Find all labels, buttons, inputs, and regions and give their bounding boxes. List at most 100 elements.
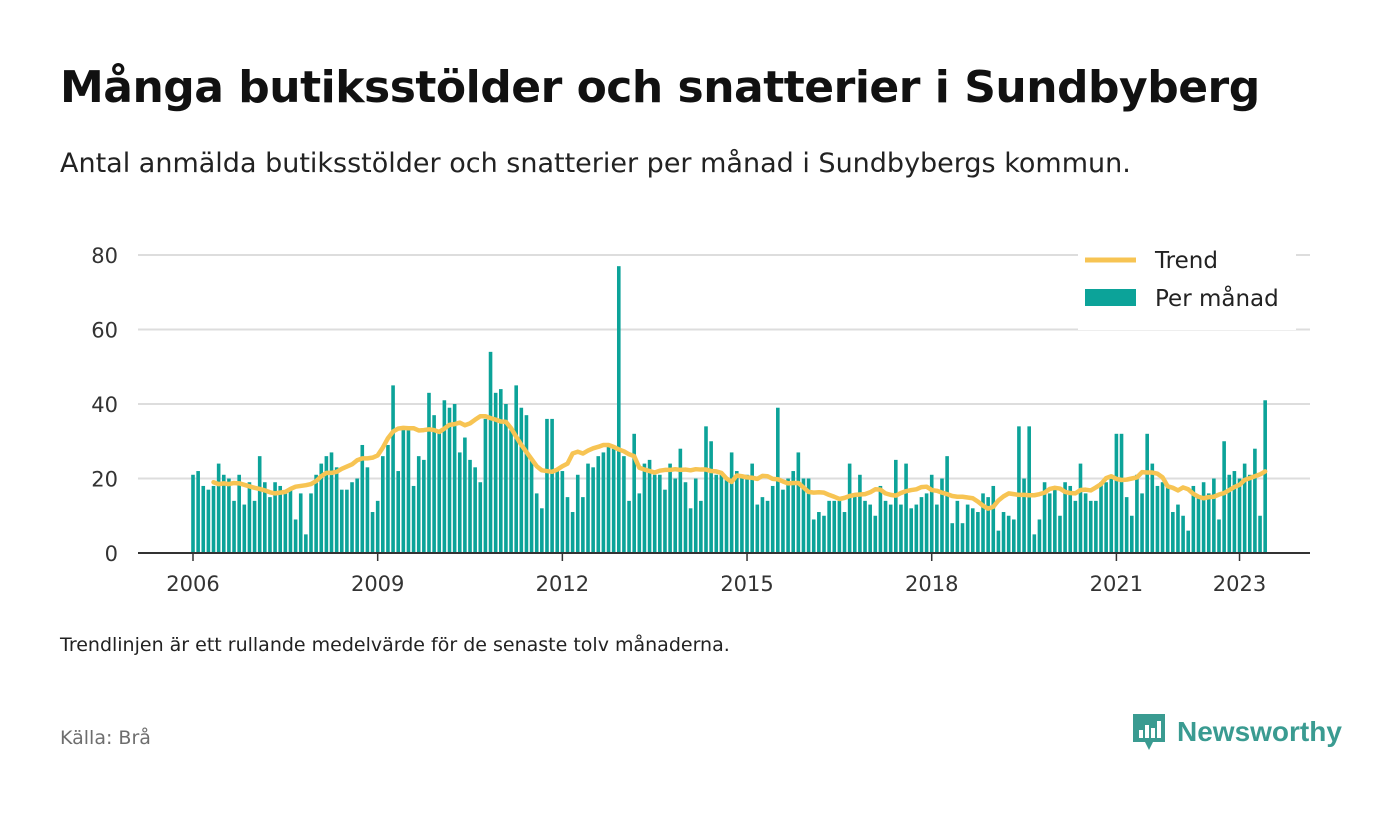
bar xyxy=(196,471,200,553)
bar xyxy=(704,426,708,553)
bar xyxy=(837,500,842,553)
bar xyxy=(894,459,898,553)
bar xyxy=(1006,515,1011,553)
bar xyxy=(637,493,642,553)
bar xyxy=(719,474,724,553)
bar xyxy=(1027,426,1031,553)
bar xyxy=(288,489,293,553)
bar xyxy=(247,482,252,553)
bar xyxy=(709,441,713,553)
bar xyxy=(734,471,739,553)
bar xyxy=(616,266,621,553)
bar xyxy=(1129,515,1134,553)
bar xyxy=(929,474,934,553)
bar xyxy=(960,523,965,553)
bar xyxy=(642,463,647,553)
y-tick-label: 60 xyxy=(91,319,118,343)
bar xyxy=(314,474,318,553)
bar xyxy=(360,444,365,553)
bar xyxy=(1047,493,1052,553)
bar xyxy=(606,444,611,553)
axes: 0 20 40 60 80 2006 2009 2012 2015 2018 2021 2023 xyxy=(91,244,1310,596)
bar xyxy=(673,478,678,553)
bar xyxy=(781,489,785,553)
bar xyxy=(801,478,806,553)
bar xyxy=(427,392,431,553)
bar xyxy=(268,497,272,553)
bar xyxy=(822,515,826,553)
bar xyxy=(1037,519,1042,553)
bar xyxy=(1186,530,1191,553)
bar xyxy=(237,474,241,553)
bar xyxy=(1083,493,1088,553)
bar xyxy=(586,463,590,553)
bar xyxy=(345,489,349,553)
bar xyxy=(324,456,329,553)
bar xyxy=(1155,485,1160,553)
bar xyxy=(339,489,344,553)
bar xyxy=(304,534,308,553)
bar xyxy=(1212,478,1216,553)
bar xyxy=(1042,482,1047,553)
bar xyxy=(1119,433,1124,553)
brand-logo[interactable]: Newsworthy xyxy=(1131,712,1342,752)
bar xyxy=(293,519,298,553)
bar xyxy=(524,415,529,553)
bar xyxy=(873,515,878,553)
bar xyxy=(693,478,698,553)
bar xyxy=(806,478,811,553)
legend-background xyxy=(1078,240,1296,330)
bar xyxy=(1124,497,1129,553)
bar xyxy=(529,459,534,553)
bar xyxy=(1232,471,1237,553)
bar xyxy=(622,456,626,553)
bar xyxy=(504,404,508,553)
bar xyxy=(1088,500,1093,553)
bar xyxy=(1181,515,1185,553)
bar xyxy=(221,474,226,553)
bar xyxy=(488,351,493,553)
bar xyxy=(760,497,765,553)
bar xyxy=(1253,448,1257,553)
bar xyxy=(601,452,606,553)
bar xyxy=(257,456,262,553)
bar xyxy=(986,497,990,553)
bar xyxy=(627,500,631,553)
bar xyxy=(206,489,211,553)
bar xyxy=(791,471,796,553)
bar xyxy=(1063,482,1067,553)
bar xyxy=(1058,515,1062,553)
bar xyxy=(1135,474,1139,553)
bar xyxy=(658,474,662,553)
bar xyxy=(263,482,267,553)
y-tick-label: 0 xyxy=(105,542,118,566)
legend-bar-swatch xyxy=(1085,289,1136,306)
bar xyxy=(1104,482,1108,553)
chart-area: 0 20 40 60 80 2006 2009 2012 2015 2018 2021 2023 Tr… xyxy=(91,240,1310,596)
bar xyxy=(770,485,775,553)
bar xyxy=(416,456,421,553)
source-label: Källa: Brå xyxy=(60,727,151,749)
bar xyxy=(914,504,919,553)
bar xyxy=(750,463,754,553)
bar xyxy=(955,500,960,553)
bar xyxy=(714,474,719,553)
bar xyxy=(432,415,436,553)
bar xyxy=(899,504,903,553)
bar xyxy=(632,433,636,553)
x-tick-label: 2021 xyxy=(1090,572,1143,596)
bar xyxy=(550,418,554,553)
bar xyxy=(565,497,570,553)
newsworthy-logo-icon xyxy=(1133,714,1165,750)
bar xyxy=(401,426,406,553)
bar xyxy=(278,485,283,553)
bar xyxy=(1150,463,1155,553)
bar xyxy=(868,504,872,553)
bar xyxy=(1145,433,1149,553)
bar xyxy=(375,500,380,553)
bar xyxy=(935,504,939,553)
bar xyxy=(688,508,693,553)
bar xyxy=(996,530,1001,553)
bar xyxy=(447,407,452,553)
bar xyxy=(852,493,857,553)
